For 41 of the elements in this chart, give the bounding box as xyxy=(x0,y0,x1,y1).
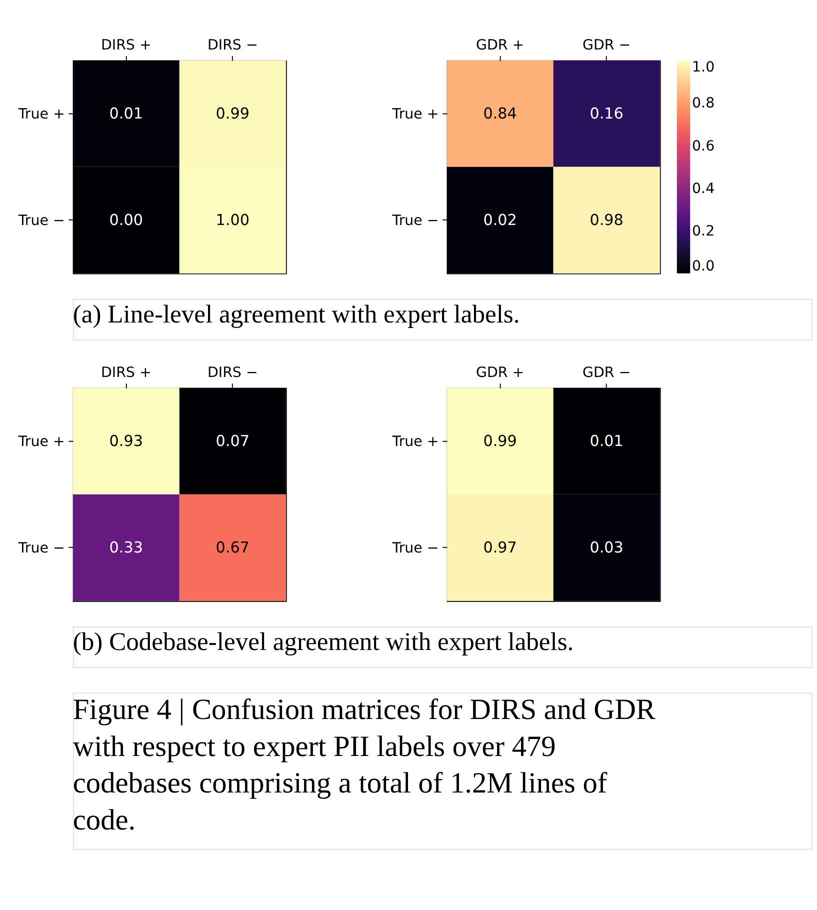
data-label: 0.98 xyxy=(590,210,624,229)
text: (b) Codebase-level agreement with expert labels. xyxy=(72,627,574,656)
x-tick-label: GDR − xyxy=(582,364,631,381)
x-tick-label: GDR − xyxy=(582,37,631,54)
y-tick-label: True + xyxy=(17,106,65,122)
color-bar-label: 0.2 xyxy=(692,223,715,240)
data-label: 0.99 xyxy=(483,432,517,450)
y-tick-label: True + xyxy=(391,106,439,122)
data-label: 0.84 xyxy=(483,104,517,122)
data-label: 0.33 xyxy=(109,538,143,556)
data-label: 0.97 xyxy=(483,538,517,556)
x-tick-label: GDR + xyxy=(476,364,524,381)
y-tick-label: True − xyxy=(17,540,65,556)
caption: Figure 4 | Confusion matrices for DIRS and GDR with respect to expert PII labels over 479 codebases comprising a total of 1.2M lines of code. xyxy=(72,694,656,836)
color-bar-label: 0.6 xyxy=(692,138,715,154)
y-tick-label: True + xyxy=(17,434,65,450)
data-label: 0.93 xyxy=(109,432,143,450)
data-label: 0.00 xyxy=(109,210,143,229)
data-label: 0.03 xyxy=(590,538,624,556)
data-label: 0.07 xyxy=(216,432,250,450)
x-tick-label: DIRS − xyxy=(207,364,258,381)
color-bar-label: 0.0 xyxy=(692,258,715,274)
x-tick-label: DIRS + xyxy=(100,37,152,54)
y-tick-label: True − xyxy=(391,540,439,556)
color-bar-label: 0.4 xyxy=(692,180,715,197)
x-tick-label: DIRS − xyxy=(207,37,258,54)
color-bar-label: 1.0 xyxy=(692,60,715,76)
data-label: 0.67 xyxy=(216,538,250,556)
x-tick-label: GDR + xyxy=(476,37,524,54)
data-label: 0.01 xyxy=(109,104,143,122)
data-label: 1.00 xyxy=(216,210,250,229)
data-label: 0.99 xyxy=(216,104,250,122)
data-label: 0.02 xyxy=(483,210,517,229)
data-label: 0.01 xyxy=(590,432,624,450)
color-bar-label: 0.8 xyxy=(692,96,715,112)
y-tick-label: True − xyxy=(391,212,439,229)
y-tick-label: True − xyxy=(17,212,65,229)
y-tick-label: True + xyxy=(391,434,439,450)
x-tick-label: DIRS + xyxy=(100,364,152,381)
text: (a) Line-level agreement with expert labels. xyxy=(72,300,520,329)
data-label: 0.16 xyxy=(590,104,624,122)
